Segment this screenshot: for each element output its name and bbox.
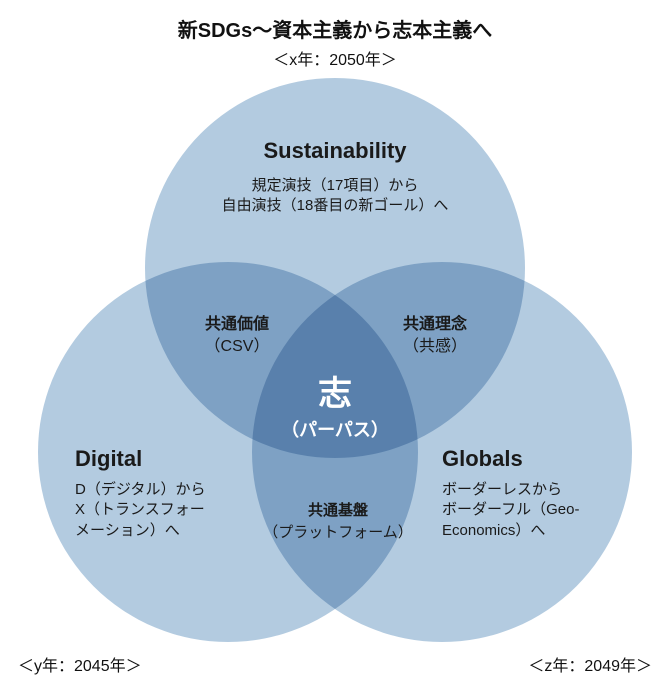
year-label-bottom-right: ＜z年：2049年＞	[528, 652, 652, 676]
overlap-platform: 共通基盤 （プラットフォーム）	[248, 500, 428, 543]
overlap-platform-line1: 共通基盤	[308, 502, 368, 519]
heading-sustainability: Sustainability	[185, 136, 485, 166]
body-sustainability: 規定演技（17項目）から自由演技（18番目の新ゴール）へ	[150, 176, 520, 217]
center-purpose: 志 （パーパス）	[235, 372, 435, 442]
overlap-csv: 共通価値 （CSV）	[162, 314, 312, 357]
overlap-platform-line2: （プラットフォーム）	[263, 524, 413, 541]
diagram-title: 新SDGs〜資本主義から志本主義へ	[0, 14, 670, 43]
overlap-kyokan-line2: （共感）	[403, 338, 467, 355]
heading-globals: Globals	[442, 444, 612, 474]
venn-diagram: 新SDGs〜資本主義から志本主義へ ＜x年：2050年＞ Sustainabil…	[0, 0, 670, 696]
overlap-csv-line1: 共通価値	[205, 316, 269, 333]
heading-digital: Digital	[75, 444, 245, 474]
center-line2: （パーパス）	[281, 420, 389, 440]
body-digital: D（デジタル）からX（トランスフォーメーション）へ	[75, 480, 265, 541]
body-globals: ボーダーレスからボーダーフル（Geo-Economics）へ	[442, 480, 632, 541]
overlap-kyokan-line1: 共通理念	[403, 316, 467, 333]
overlap-csv-line2: （CSV）	[205, 338, 270, 355]
overlap-kyokan: 共通理念 （共感）	[360, 314, 510, 357]
year-label-bottom-left: ＜y年：2045年＞	[18, 652, 142, 676]
year-label-top: ＜x年：2050年＞	[0, 46, 670, 70]
center-line1: 志	[318, 375, 352, 413]
